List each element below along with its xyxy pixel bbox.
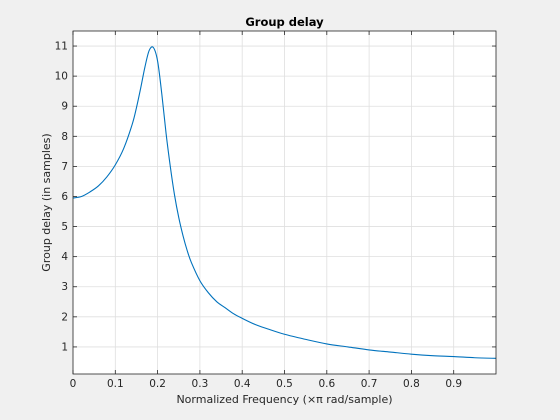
y-tick-label: 2 [61,311,68,323]
x-tick-label: 0.1 [107,378,124,390]
y-tick-label: 5 [61,221,68,233]
x-tick-labels: 0 0.1 0.2 0.3 0.4 0.5 0.6 0.7 0.8 0.9 [70,378,462,390]
x-tick-label: 0.2 [149,378,166,390]
series-line-group-delay [72,46,497,359]
y-axis-label: Group delay (in samples) [40,133,53,271]
x-tick-label: 0.3 [192,378,209,390]
y-tick-labels: 1 2 3 4 5 6 7 8 9 10 11 [55,41,69,354]
y-tick-label: 3 [61,281,68,293]
y-tick-label: 4 [61,251,68,263]
x-tick-label: 0.4 [234,378,251,390]
x-tick-label: 0.7 [361,378,378,390]
x-tick-label: 0 [70,378,77,390]
y-tick-label: 7 [61,161,68,173]
x-tick-label: 0.8 [403,378,420,390]
series-group [72,46,497,359]
grid [72,31,496,374]
x-axis-label: Normalized Frequency (×π rad/sample) [176,393,392,406]
chart-title: Group delay [245,15,324,29]
x-tick-label: 0.9 [445,378,462,390]
x-tick-label: 0.5 [276,378,293,390]
y-tick-label: 6 [61,191,68,203]
x-tick-label: 0.6 [318,378,335,390]
y-tick-label: 8 [61,131,68,143]
y-tick-label: 1 [61,341,68,353]
y-tick-label: 10 [55,71,68,83]
y-tick-label: 11 [55,41,68,53]
ticks [72,31,496,374]
y-tick-label: 9 [61,101,68,113]
